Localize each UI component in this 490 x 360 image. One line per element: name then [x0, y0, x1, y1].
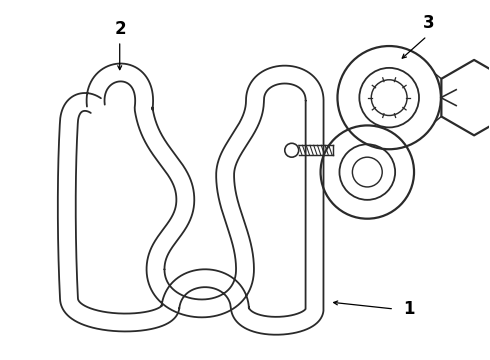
- Text: 3: 3: [423, 14, 435, 32]
- Text: 1: 1: [403, 300, 415, 318]
- Text: 2: 2: [115, 20, 126, 38]
